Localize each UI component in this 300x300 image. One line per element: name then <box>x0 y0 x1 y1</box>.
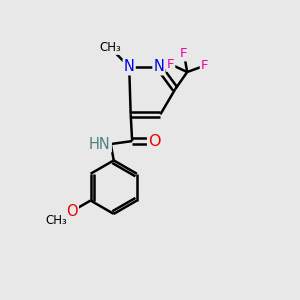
Text: CH₃: CH₃ <box>99 41 121 54</box>
Text: F: F <box>201 59 208 72</box>
Text: O: O <box>148 134 161 148</box>
Text: CH₃: CH₃ <box>46 214 68 226</box>
Text: F: F <box>167 58 174 71</box>
Text: N: N <box>154 59 164 74</box>
Text: O: O <box>66 204 78 219</box>
Text: F: F <box>180 47 188 60</box>
Text: HN: HN <box>89 136 111 152</box>
Text: N: N <box>124 59 135 74</box>
